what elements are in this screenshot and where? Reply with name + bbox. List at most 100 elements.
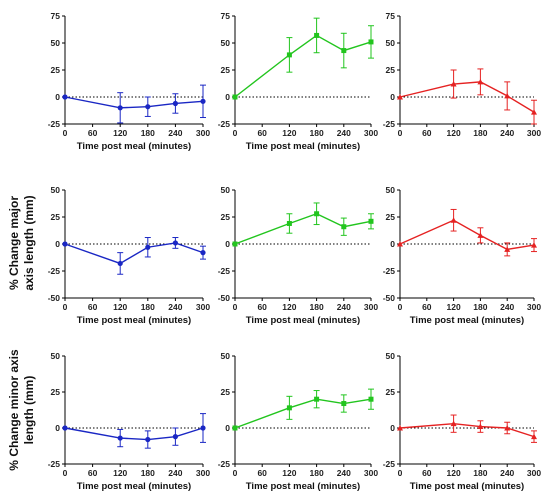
data-point: [368, 218, 374, 224]
series-line: [234, 34, 372, 98]
x-axis-label: Time post meal (minutes): [77, 141, 191, 152]
x-tick-label: 240: [168, 302, 182, 312]
x-tick-label: 300: [196, 302, 210, 312]
x-tick-label: 0: [398, 468, 403, 478]
data-point: [531, 433, 537, 440]
x-tick-label: 300: [527, 128, 541, 138]
y-tick-label: 0: [225, 423, 230, 433]
data-point: [504, 92, 511, 99]
y-tick-label: -50: [218, 293, 231, 303]
data-point: [450, 420, 457, 427]
x-tick-label: 60: [422, 468, 432, 478]
x-tick-label: 0: [233, 302, 238, 312]
data-point: [314, 211, 320, 217]
x-axis-label: Time post meal (minutes): [410, 315, 524, 326]
x-tick-label: 180: [473, 128, 487, 138]
y-tick-label: 50: [386, 351, 396, 361]
x-tick-label: 120: [282, 468, 296, 478]
data-point: [200, 425, 206, 431]
y-tick-label: 50: [221, 38, 231, 48]
x-tick-label: 180: [141, 128, 155, 138]
y-tick-label: -50: [383, 293, 396, 303]
x-tick-label: 60: [88, 468, 98, 478]
y-tick-label: 50: [386, 185, 396, 195]
y-tick-label: 25: [221, 387, 231, 397]
x-axis-label: Time post meal (minutes): [410, 481, 524, 492]
x-tick-label: 180: [310, 468, 324, 478]
x-axis-label: Time post meal (minutes): [77, 481, 191, 492]
y-tick-label: 75: [386, 11, 396, 21]
data-point: [200, 250, 206, 256]
x-tick-label: 60: [257, 302, 267, 312]
series-line: [399, 219, 535, 251]
x-tick-label: 60: [257, 468, 267, 478]
data-point: [504, 246, 511, 252]
x-axis-label: Time post meal (minutes): [246, 481, 360, 492]
data-point: [117, 260, 123, 267]
y-tick-label: -25: [48, 266, 61, 276]
x-tick-label: 0: [398, 302, 403, 312]
x-tick-label: 0: [233, 468, 238, 478]
x-tick-label: 120: [282, 302, 296, 312]
row-label-minor-line-2: length (mm): [22, 376, 36, 445]
x-tick-label: 180: [141, 468, 155, 478]
x-axis-label: Time post meal (minutes): [246, 141, 360, 152]
y-tick-label: -50: [48, 293, 61, 303]
data-point: [172, 100, 178, 107]
y-tick-label: 50: [51, 38, 61, 48]
y-tick-label: 25: [386, 65, 396, 75]
data-point: [62, 425, 68, 431]
series-line: [234, 213, 372, 245]
x-tick-label: 300: [527, 302, 541, 312]
data-point: [477, 78, 484, 85]
y-tick-label: 0: [55, 239, 60, 249]
data-point: [62, 241, 68, 247]
x-tick-label: 120: [113, 302, 127, 312]
chart-panel-r1c0: -50 -25 0 25 50 0 60 120 180 240 300 Time post meal…: [48, 185, 211, 326]
x-tick-label: 120: [447, 128, 461, 138]
x-tick-label: 180: [473, 302, 487, 312]
y-tick-label: -25: [383, 459, 396, 469]
x-tick-label: 120: [447, 468, 461, 478]
y-tick-label: -25: [383, 119, 396, 129]
data-point: [477, 423, 484, 430]
series-line: [399, 422, 535, 438]
y-tick-label: 0: [55, 423, 60, 433]
row-label-minor-line-1: % Change minor axis: [7, 349, 21, 471]
row-label-major: % Change major axis length (mm): [7, 195, 36, 290]
y-tick-label: 75: [221, 11, 231, 21]
x-tick-label: 120: [113, 128, 127, 138]
data-point: [145, 436, 151, 443]
x-axis-label: Time post meal (minutes): [77, 315, 191, 326]
x-tick-label: 240: [500, 302, 514, 312]
data-point: [397, 425, 403, 431]
y-tick-label: 25: [51, 65, 61, 75]
x-tick-label: 180: [473, 468, 487, 478]
y-tick-label: -25: [218, 266, 231, 276]
x-tick-label: 300: [364, 468, 378, 478]
series-line: [64, 96, 204, 109]
data-point: [286, 52, 292, 58]
x-tick-label: 240: [500, 128, 514, 138]
y-tick-label: 25: [51, 212, 61, 222]
data-point: [314, 32, 320, 38]
y-tick-label: -25: [218, 119, 231, 129]
data-point: [368, 39, 374, 45]
x-tick-label: 240: [168, 468, 182, 478]
data-point: [117, 105, 123, 111]
y-tick-label: -25: [48, 119, 61, 129]
data-point: [200, 98, 206, 104]
y-tick-label: -25: [218, 459, 231, 469]
x-tick-label: 120: [113, 468, 127, 478]
x-tick-label: 0: [63, 128, 68, 138]
x-tick-label: 300: [527, 468, 541, 478]
x-tick-label: 60: [257, 128, 267, 138]
